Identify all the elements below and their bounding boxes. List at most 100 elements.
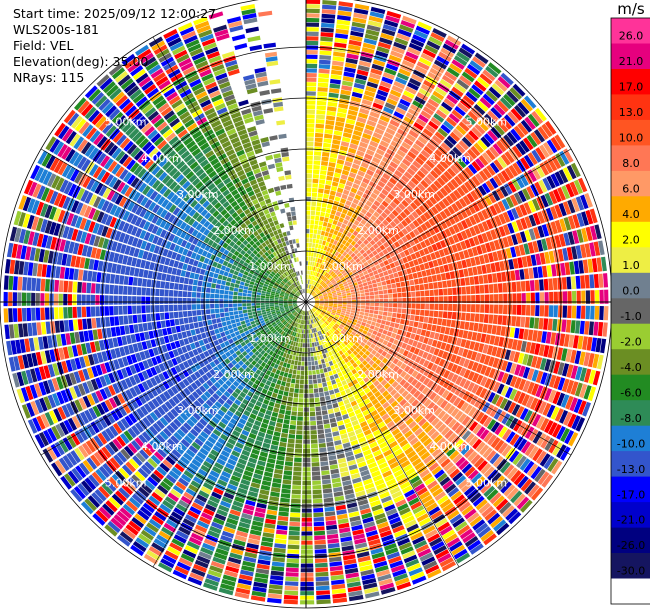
velocity-gate xyxy=(310,319,313,324)
velocity-gate xyxy=(421,386,430,395)
velocity-gate xyxy=(392,358,399,365)
velocity-gate xyxy=(436,472,448,483)
velocity-gate xyxy=(565,183,575,198)
velocity-gate xyxy=(366,402,373,409)
velocity-gate xyxy=(420,214,428,223)
velocity-gate xyxy=(327,317,332,322)
velocity-gate xyxy=(323,328,328,333)
velocity-gate xyxy=(368,538,381,546)
velocity-gate xyxy=(467,360,475,370)
velocity-gate xyxy=(557,377,566,391)
velocity-gate xyxy=(420,329,427,336)
velocity-gate xyxy=(448,226,456,235)
velocity-gate xyxy=(443,461,454,472)
velocity-gate xyxy=(315,317,319,322)
velocity-gate xyxy=(346,210,353,217)
velocity-gate xyxy=(578,260,584,274)
velocity-gate xyxy=(533,227,541,239)
velocity-gate xyxy=(269,579,284,586)
velocity-gate xyxy=(354,383,361,389)
velocity-gate xyxy=(438,311,443,318)
velocity-gate xyxy=(459,378,467,388)
velocity-gate xyxy=(368,207,375,215)
velocity-gate xyxy=(328,304,333,307)
velocity-gate xyxy=(414,414,424,424)
velocity-gate xyxy=(524,443,536,457)
velocity-gate xyxy=(405,344,412,351)
velocity-gate xyxy=(320,339,325,345)
velocity-gate xyxy=(463,485,476,497)
velocity-gate xyxy=(356,432,365,439)
velocity-gate xyxy=(362,360,368,366)
velocity-gate xyxy=(392,308,398,313)
velocity-gate xyxy=(313,507,324,513)
velocity-gate xyxy=(519,458,531,471)
velocity-gate xyxy=(395,107,407,116)
velocity-gate xyxy=(385,321,391,326)
velocity-gate xyxy=(513,493,526,507)
velocity-gate xyxy=(494,79,508,92)
velocity-gate xyxy=(505,508,519,521)
velocity-gate xyxy=(500,72,514,86)
velocity-gate xyxy=(419,552,434,562)
velocity-gate xyxy=(358,255,365,261)
velocity-gate xyxy=(522,366,531,379)
velocity-gate xyxy=(325,362,330,368)
velocity-gate xyxy=(337,292,342,296)
velocity-gate xyxy=(345,276,351,281)
velocity-gate xyxy=(320,461,329,467)
velocity-gate xyxy=(358,436,367,444)
velocity-gate xyxy=(276,455,285,461)
velocity-gate xyxy=(365,264,371,270)
velocity-gate xyxy=(497,315,503,325)
velocity-gate xyxy=(317,244,322,249)
velocity-gate xyxy=(330,238,335,244)
velocity-gate xyxy=(332,293,337,297)
velocity-gate xyxy=(359,236,366,242)
velocity-gate xyxy=(333,324,338,329)
velocity-gate xyxy=(420,192,429,201)
velocity-gate xyxy=(329,375,335,381)
velocity-gate xyxy=(545,331,552,344)
velocity-gate xyxy=(521,304,526,316)
velocity-gate xyxy=(520,499,533,513)
velocity-gate xyxy=(381,445,390,453)
velocity-gate xyxy=(306,215,311,220)
velocity-gate xyxy=(452,304,457,312)
velocity-gate xyxy=(338,356,344,362)
velocity-gate xyxy=(314,397,320,403)
velocity-gate xyxy=(301,554,313,559)
velocity-gate xyxy=(358,60,371,68)
velocity-gate xyxy=(425,102,437,112)
velocity-gate xyxy=(326,310,331,314)
velocity-gate xyxy=(485,334,491,344)
velocity-gate xyxy=(489,492,502,505)
velocity-gate xyxy=(329,157,337,163)
velocity-gate xyxy=(410,285,416,292)
velocity-gate xyxy=(325,320,330,325)
velocity-gate xyxy=(590,290,595,304)
velocity-gate xyxy=(469,226,477,237)
velocity-gate xyxy=(594,290,600,304)
velocity-gate xyxy=(470,304,476,313)
velocity-gate xyxy=(464,206,472,217)
velocity-gate xyxy=(535,385,544,398)
velocity-gate xyxy=(401,219,408,227)
velocity-gate xyxy=(365,85,377,93)
velocity-gate xyxy=(510,470,522,483)
velocity-gate xyxy=(316,316,320,321)
velocity-gate xyxy=(399,276,405,282)
velocity-gate xyxy=(332,319,337,323)
velocity-gate xyxy=(534,317,540,329)
velocity-gate xyxy=(471,175,481,187)
velocity-gate xyxy=(321,311,326,315)
velocity-gate xyxy=(320,254,325,260)
velocity-gate xyxy=(389,201,398,209)
velocity-gate xyxy=(297,411,303,417)
velocity-gate xyxy=(399,410,408,419)
velocity-gate xyxy=(369,246,376,252)
velocity-gate xyxy=(330,314,335,318)
velocity-gate xyxy=(324,231,329,237)
velocity-gate xyxy=(458,140,469,151)
velocity-gate xyxy=(420,297,425,303)
